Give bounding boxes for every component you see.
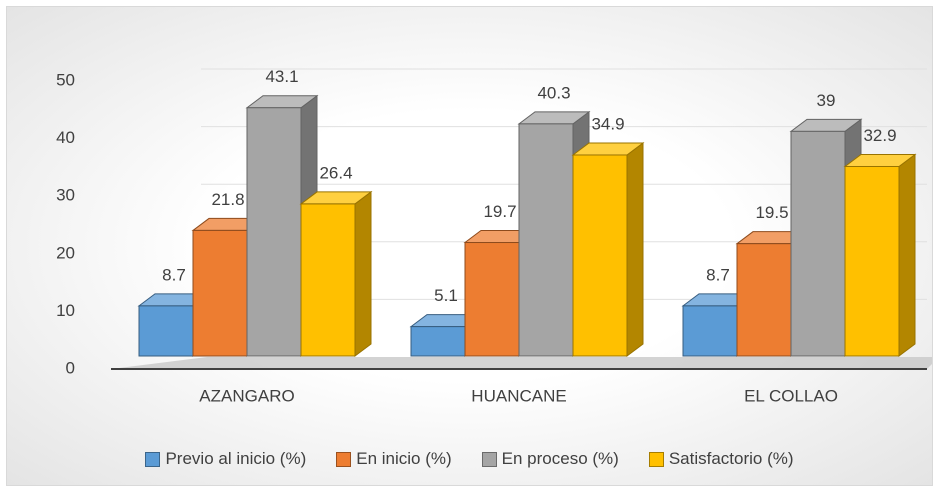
legend-item: En proceso (%) [481,449,619,469]
bar-front [300,203,356,357]
y-tick-label: 0 [66,358,75,377]
legend: Previo al inicio (%) En inicio (%) En proc… [7,449,932,469]
bar-front [844,165,900,357]
value-label: 43.1 [265,67,298,86]
x-tick-label: EL COLLAO [744,386,838,405]
value-label: 8.7 [162,265,186,284]
y-tick-label: 20 [56,243,75,262]
y-tick-label: 10 [56,301,75,320]
value-label: 19.7 [483,202,516,221]
chart-frame: 0 10 20 30 40 50 AZANGARO 8.7 21.8 43.1 26.4 HUANCA… [6,6,933,486]
floor [111,357,932,369]
bar-front [682,305,738,357]
value-label: 19.5 [755,203,788,222]
legend-swatch [145,451,161,467]
bar-side [898,153,916,357]
legend-label: Satisfactorio (%) [668,449,794,468]
legend-label: En inicio (%) [356,449,452,468]
legend-swatch [336,451,352,467]
bar [843,153,917,357]
x-tick-label: AZANGARO [199,386,294,405]
bar-front [572,154,628,357]
legend-label: Previo al inicio (%) [165,449,307,468]
legend-swatch [648,451,664,467]
chart: 0 10 20 30 40 50 AZANGARO 8.7 21.8 43.1 26.4 HUANCA… [56,67,932,405]
value-label: 21.8 [211,190,244,209]
value-label: 26.4 [319,163,352,182]
y-tick-label: 50 [56,70,75,89]
value-label: 40.3 [537,83,570,102]
bar-front [464,242,520,357]
value-label: 34.9 [591,114,624,133]
bar [299,190,373,357]
x-tick-label: HUANCANE [471,386,566,405]
bar-front [246,107,302,357]
value-label: 32.9 [863,126,896,145]
bar-front [518,123,574,357]
bar-front [192,229,248,357]
y-tick-label: 40 [56,128,75,147]
legend-swatch [481,451,497,467]
legend-label: En proceso (%) [501,449,619,468]
bar-side [354,190,372,357]
value-label: 5.1 [434,286,458,305]
value-label: 8.7 [706,265,730,284]
bar-front [790,130,846,357]
bar-side [626,141,644,357]
legend-item: En inicio (%) [336,449,452,469]
bar-front [736,243,792,357]
y-tick-label: 30 [56,186,75,205]
value-label: 39 [817,91,836,110]
bar [571,141,645,357]
bar-front [410,326,466,357]
legend-item: Previo al inicio (%) [145,449,306,469]
legend-item: Satisfactorio (%) [648,449,794,469]
bar-front [138,305,194,357]
